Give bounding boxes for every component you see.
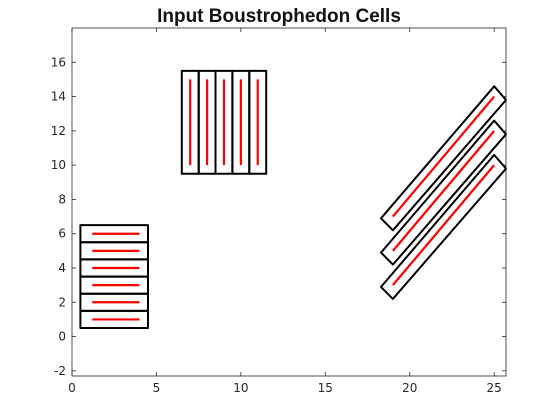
x-tick-label: 20 — [402, 381, 417, 395]
sweep-line-diagonal-13 — [392, 95, 496, 218]
x-tick-label: 10 — [233, 381, 248, 395]
chart-title: Input Boustrophedon Cells — [157, 6, 401, 27]
cell-outline-horizontal-5 — [79, 224, 149, 244]
y-tick-label: 8 — [58, 192, 66, 206]
y-tick-label: 2 — [58, 295, 66, 309]
y-tick-label: 14 — [51, 90, 66, 104]
y-tick-label: -2 — [54, 364, 66, 378]
sweep-line-diagonal-12 — [392, 130, 496, 252]
y-tick-label: 10 — [51, 158, 66, 172]
x-tick-label: 5 — [153, 381, 161, 395]
y-tick-label: 4 — [58, 261, 66, 275]
y-tick-label: 6 — [58, 227, 66, 241]
cell-outline-vertical-10 — [248, 69, 268, 175]
x-tick-label: 15 — [318, 381, 333, 395]
x-tick-label: 25 — [487, 381, 502, 395]
x-tick-label: 0 — [68, 381, 76, 395]
y-tick-label: 12 — [51, 124, 66, 138]
cells-layer — [79, 69, 507, 329]
y-tick-label: 0 — [58, 330, 66, 344]
sweep-line-diagonal-11 — [392, 164, 496, 286]
y-tick-label: 16 — [51, 55, 66, 69]
axes-box — [71, 27, 507, 377]
